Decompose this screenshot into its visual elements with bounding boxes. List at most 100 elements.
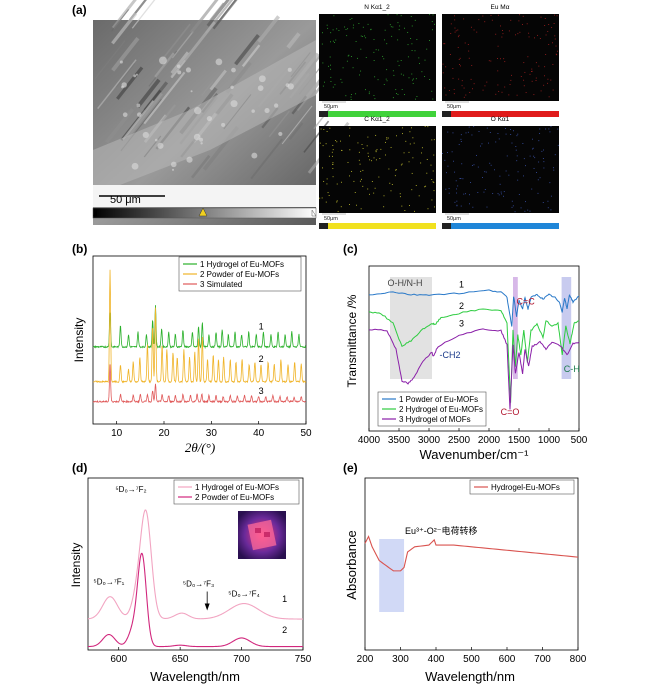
chart-e-tick-label: 700 bbox=[534, 654, 551, 665]
eds-dot bbox=[411, 172, 413, 174]
eds-dot bbox=[497, 70, 499, 72]
eds-dot bbox=[392, 26, 394, 28]
eds-dot bbox=[552, 42, 553, 44]
eds-dot bbox=[442, 153, 443, 154]
chart-e-legend-box bbox=[469, 479, 575, 495]
eds-dot bbox=[404, 94, 406, 96]
chart-b-legend-entry: 1 Hydrogel of Eu-MOFs bbox=[200, 260, 284, 269]
chart-c-tick-label: 3500 bbox=[388, 435, 411, 446]
eds-dot bbox=[463, 18, 465, 20]
eds-dot bbox=[396, 135, 397, 137]
eds-dot bbox=[413, 142, 415, 144]
eds-dot bbox=[523, 62, 525, 64]
eds-dot bbox=[383, 206, 385, 208]
eds-dot bbox=[548, 44, 550, 45]
eds-dot bbox=[557, 144, 559, 146]
eds-dot bbox=[389, 24, 391, 26]
eds-dot bbox=[360, 170, 362, 172]
eds-dot bbox=[378, 176, 380, 178]
eds-dot bbox=[411, 73, 413, 75]
eds-dot bbox=[386, 138, 388, 140]
eds-dot bbox=[529, 155, 531, 157]
eds-dot bbox=[360, 70, 362, 72]
eds-dot bbox=[500, 193, 502, 195]
chart-c-tick-label: 2500 bbox=[448, 435, 471, 446]
eds-dot bbox=[500, 25, 501, 27]
eds-dot bbox=[455, 180, 457, 182]
eds-dot bbox=[347, 161, 349, 163]
chart-b-xlabel: 2θ/(°) bbox=[185, 440, 215, 455]
eds-dot bbox=[460, 134, 462, 136]
eds-dot bbox=[469, 194, 471, 196]
eds-dot bbox=[481, 143, 483, 145]
eds-dot bbox=[384, 39, 386, 41]
eds-dot bbox=[411, 50, 413, 51]
eds-dot bbox=[515, 149, 517, 151]
eds-dot bbox=[336, 200, 338, 202]
eds-dot bbox=[327, 192, 329, 194]
eds-dot bbox=[325, 143, 327, 145]
eds-dot bbox=[319, 142, 321, 144]
eds-dot bbox=[352, 24, 354, 26]
chart-e-highlight-band bbox=[379, 539, 405, 612]
eds-dot bbox=[447, 165, 449, 167]
eds-dot bbox=[367, 188, 369, 190]
eds-scale-label: 50μm bbox=[447, 104, 461, 110]
eds-dot bbox=[457, 185, 459, 187]
eds-dot bbox=[336, 28, 338, 30]
eds-dot bbox=[502, 30, 503, 31]
eds-dot bbox=[522, 15, 524, 17]
eds-dot bbox=[556, 54, 558, 56]
chart-d-legend-entry: 1 Hydrogel of Eu-MOFs bbox=[195, 483, 279, 492]
chart-e-tick-label: 800 bbox=[570, 654, 587, 665]
eds-dot bbox=[327, 27, 329, 29]
eds-dot bbox=[456, 204, 458, 206]
eds-dot bbox=[550, 195, 552, 197]
eds-dot bbox=[415, 78, 417, 80]
eds-dot bbox=[512, 205, 514, 207]
eds-dot bbox=[397, 39, 399, 41]
eds-dot bbox=[502, 195, 504, 197]
eds-dot bbox=[358, 151, 360, 153]
eds-dot bbox=[557, 50, 558, 52]
eds-dot bbox=[401, 88, 403, 90]
eds-dot bbox=[432, 170, 434, 172]
eds-dot bbox=[409, 205, 410, 206]
eds-dot bbox=[332, 162, 334, 164]
eds-dot bbox=[358, 23, 360, 24]
chart-e-xlabel: Wavelength/nm bbox=[425, 669, 515, 684]
eds-dot bbox=[528, 36, 530, 38]
chart-d-tick-label: 600 bbox=[110, 654, 127, 665]
eds-dot bbox=[399, 193, 401, 195]
eds-dot bbox=[517, 133, 519, 135]
eds-dot bbox=[349, 149, 351, 151]
eds-dot bbox=[543, 161, 545, 163]
eds-dot bbox=[355, 93, 357, 95]
eds-dot bbox=[497, 58, 498, 59]
chart-b-tick-label: 40 bbox=[253, 428, 265, 439]
eds-dot bbox=[427, 126, 429, 128]
eds-dot bbox=[457, 29, 459, 31]
eds-dot bbox=[375, 150, 377, 152]
eds-dot bbox=[455, 188, 457, 190]
eds-dot bbox=[410, 16, 412, 18]
eds-dot bbox=[508, 174, 510, 176]
eds-color-bar bbox=[319, 111, 436, 117]
chart-c-xlabel: Wavenumber/cm⁻¹ bbox=[420, 447, 530, 462]
eds-dot bbox=[469, 203, 470, 205]
eds-dot bbox=[431, 139, 433, 141]
chart-c-annotation: O-H/N-H bbox=[388, 278, 423, 288]
eds-dot bbox=[334, 84, 336, 86]
eds-dot bbox=[551, 26, 553, 28]
sem-slider-marker bbox=[198, 207, 208, 217]
eds-dot bbox=[467, 131, 469, 133]
eds-dot bbox=[328, 65, 329, 67]
eds-dot bbox=[452, 77, 454, 79]
eds-dot bbox=[494, 169, 495, 171]
chart-d-legend-entry: 2 Powder of Eu-MOFs bbox=[195, 493, 274, 502]
eds-dot bbox=[395, 169, 397, 171]
eds-dot bbox=[459, 178, 461, 179]
eds-dot bbox=[404, 210, 406, 211]
eds-dot bbox=[483, 191, 485, 193]
eds-dot bbox=[368, 93, 370, 95]
